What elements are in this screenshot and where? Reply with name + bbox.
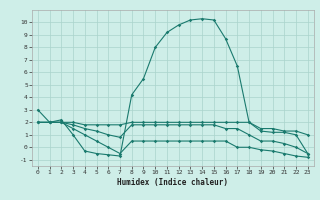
- X-axis label: Humidex (Indice chaleur): Humidex (Indice chaleur): [117, 178, 228, 187]
